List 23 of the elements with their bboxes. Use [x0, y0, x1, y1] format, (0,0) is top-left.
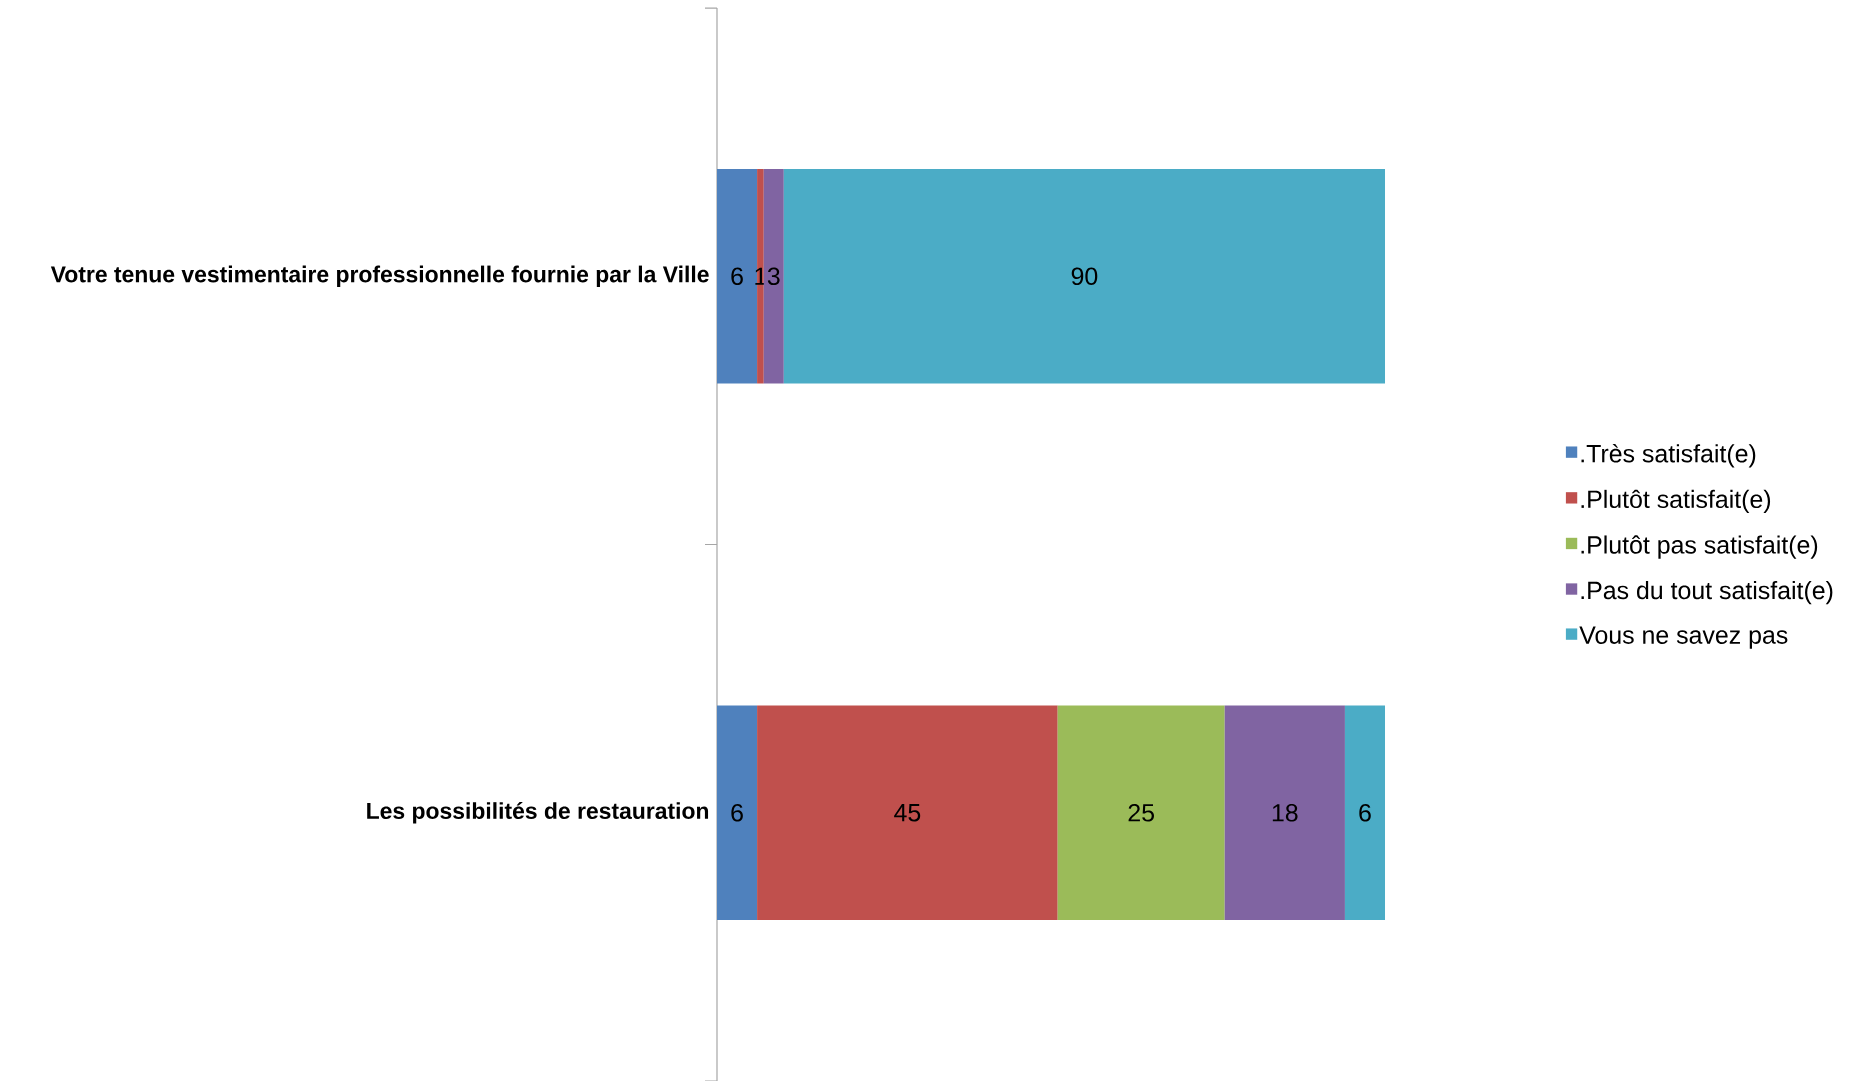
data-label: 6 — [1359, 803, 1371, 822]
bar — [1057, 705, 1225, 921]
data-label: 6 — [731, 803, 743, 822]
legend-label: .Pas du tout satisfait(e) — [1581, 580, 1833, 605]
data-label: 90 — [1071, 267, 1098, 286]
bar — [717, 705, 758, 921]
bar — [757, 705, 1058, 921]
data-label: 3 — [767, 267, 780, 286]
bar — [1344, 705, 1386, 921]
legend-label: .Très satisfait(e) — [1581, 443, 1756, 468]
bar — [763, 168, 784, 384]
bar — [783, 168, 1386, 384]
legend-label: Vous ne savez pas — [1579, 626, 1788, 649]
data-label: 6 — [731, 267, 743, 286]
bar — [1224, 705, 1345, 921]
data-label: 45 — [894, 804, 921, 822]
bar — [757, 168, 764, 384]
data-label: 25 — [1128, 803, 1154, 822]
legend-label: .Plutôt pas satisfait(e) — [1581, 535, 1818, 559]
data-label: 18 — [1272, 803, 1298, 822]
y-tick-label: Les possibilités de restauration — [367, 801, 709, 824]
legend-label: .Plutôt satisfait(e) — [1581, 489, 1771, 514]
y-tick-label: Votre tenue vestimentaire professionnelle fournie par la Ville — [50, 265, 709, 287]
